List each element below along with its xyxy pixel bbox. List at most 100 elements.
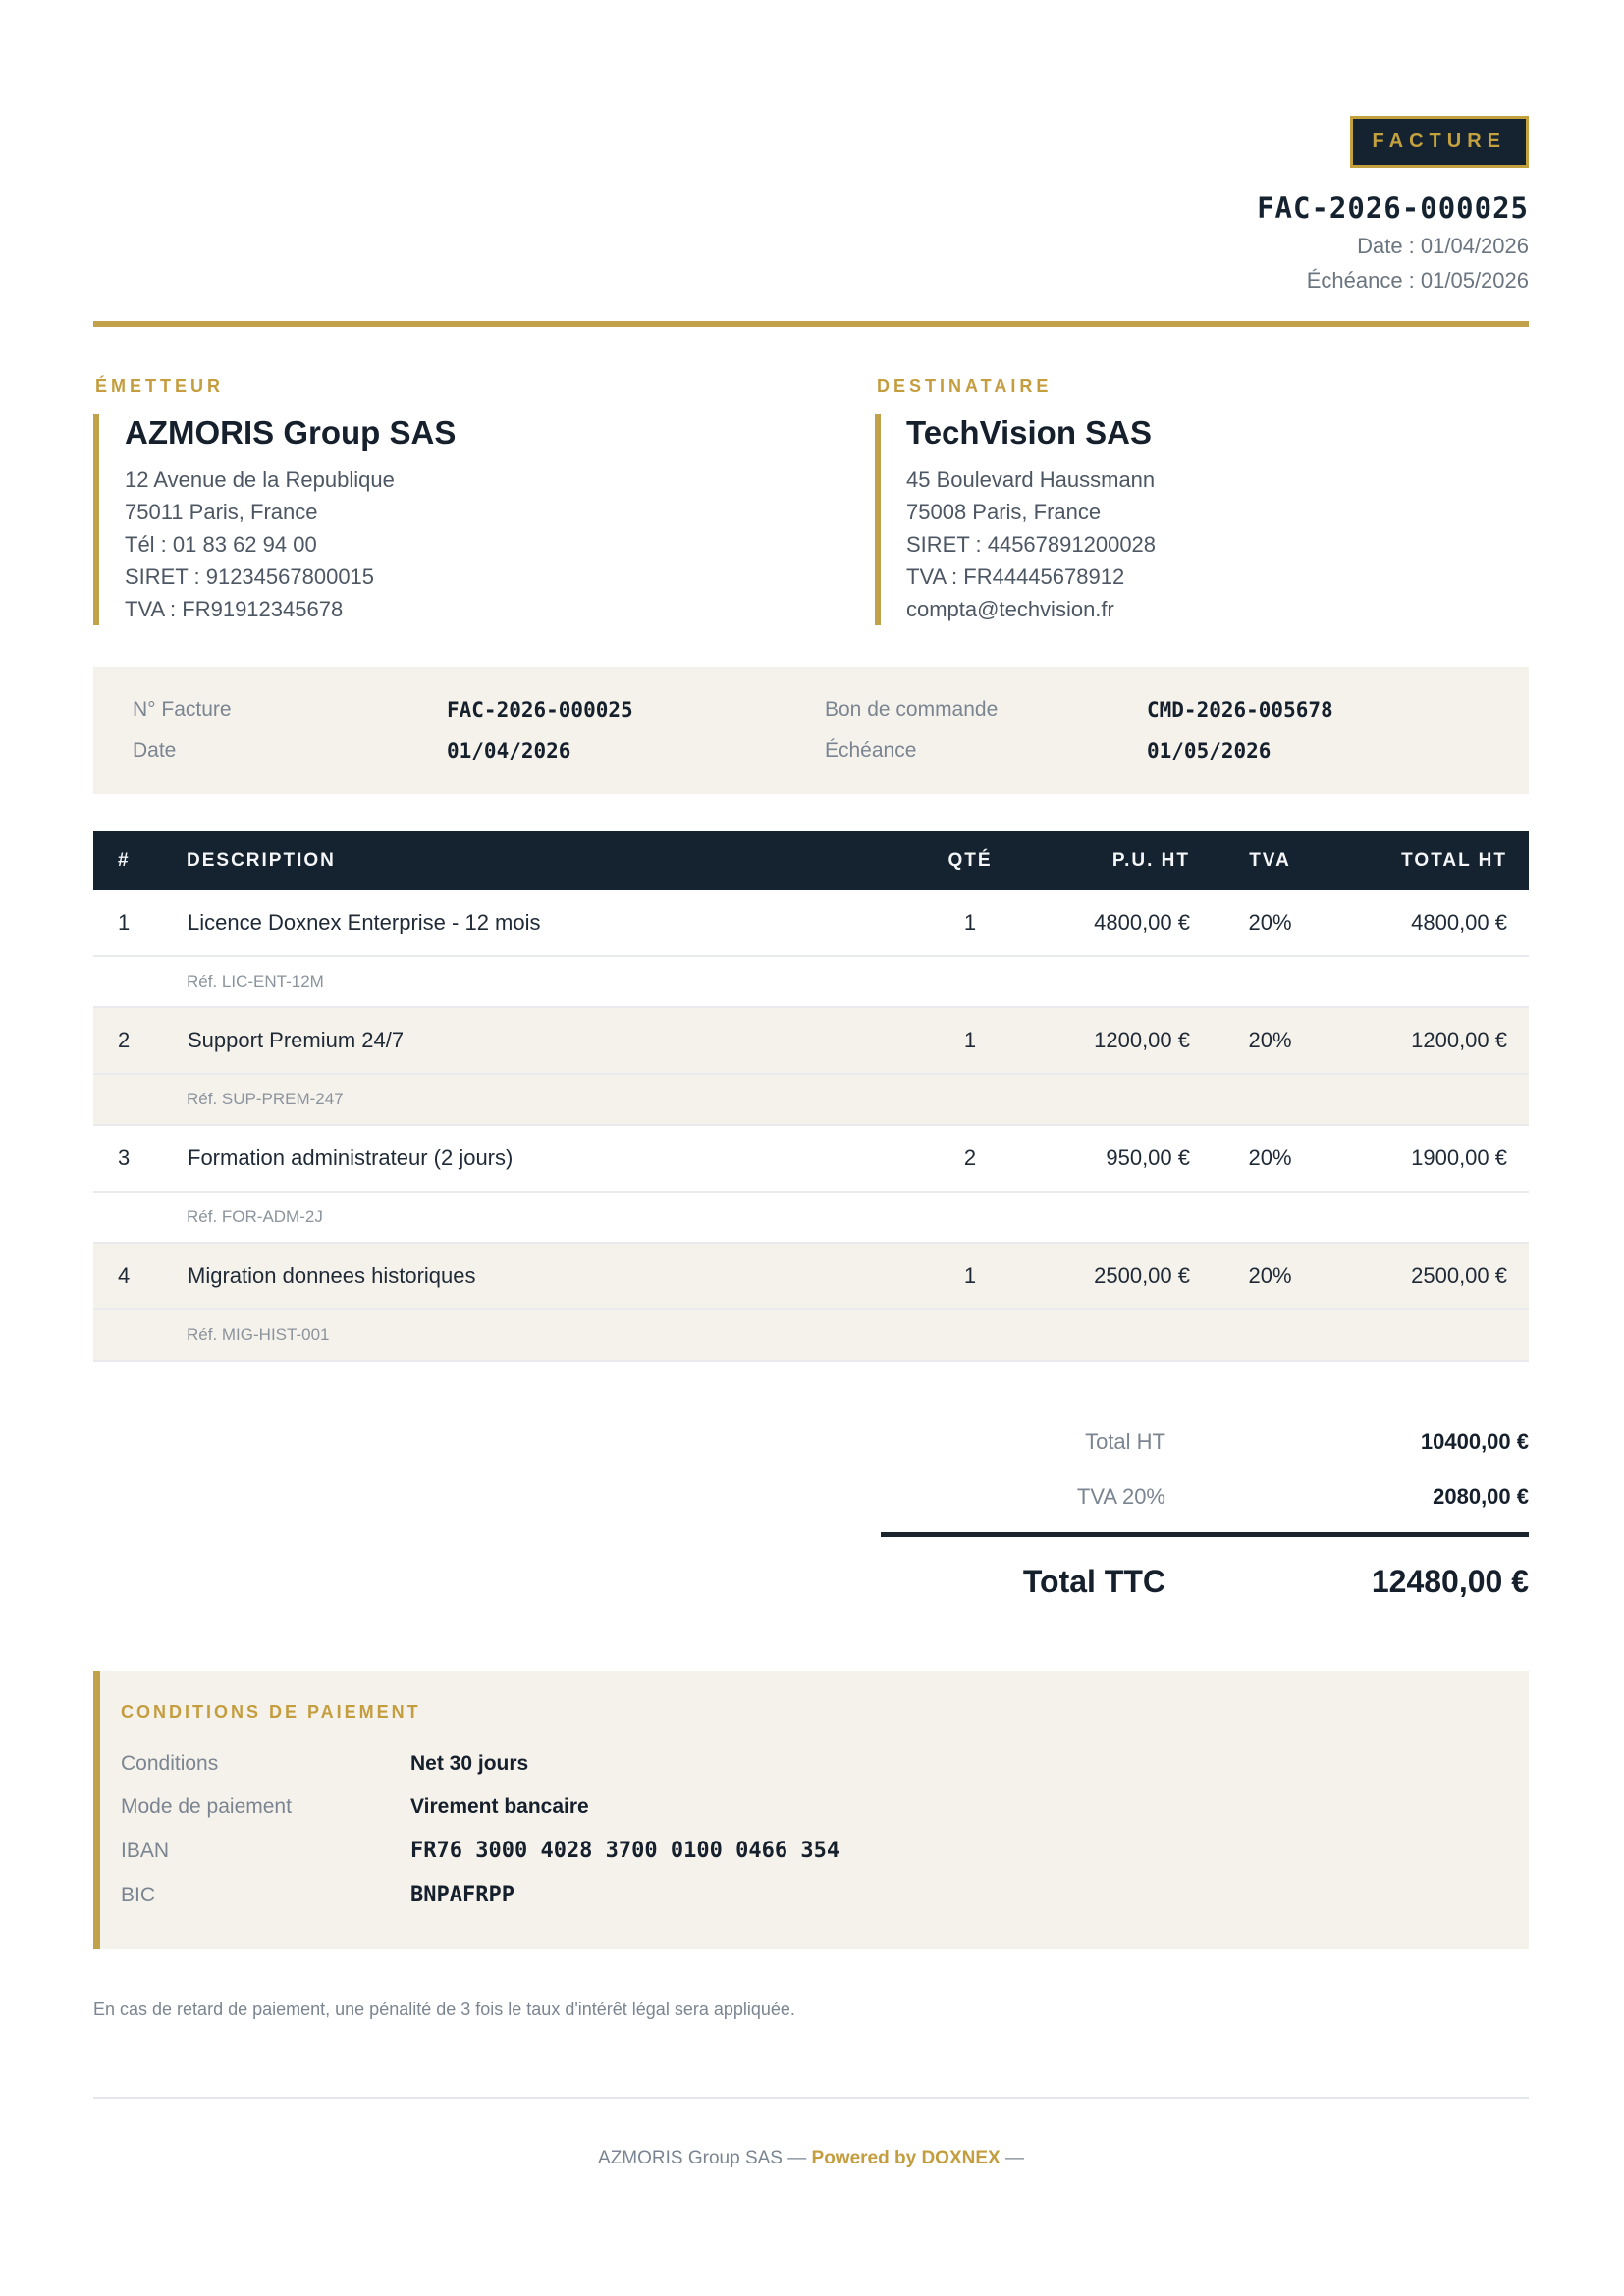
payment-row-label: Mode de paiement bbox=[121, 1795, 292, 1818]
total-ttc-row: Total TTC 12480,00 € bbox=[881, 1545, 1529, 1618]
address-line: 75011 Paris, France bbox=[125, 500, 318, 524]
document-header: FACTURE FAC-2026-000025 Date : 01/04/202… bbox=[93, 116, 1529, 294]
recipient-name: TechVision SAS bbox=[906, 414, 1153, 451]
invoice-number: FAC-2026-000025 bbox=[1257, 191, 1529, 225]
meta-invoice-label: N° Facture bbox=[133, 698, 232, 721]
header-unit-price: P.U. HT bbox=[1024, 831, 1198, 890]
item-description: Licence Doxnex Enterprise - 12 mois bbox=[188, 910, 541, 934]
footer-company: AZMORIS Group SAS bbox=[598, 2148, 783, 2168]
address-line: SIRET : 44567891200028 bbox=[906, 532, 1157, 557]
address-line: 75008 Paris, France bbox=[906, 500, 1102, 524]
table-row: 4 Migration donnees historiques 1 2500,0… bbox=[93, 1242, 1529, 1309]
item-unit-price: 950,00 € bbox=[1024, 1124, 1198, 1192]
item-tva: 20% bbox=[1198, 1124, 1342, 1192]
table-row: 1 Licence Doxnex Enterprise - 12 mois 1 … bbox=[93, 890, 1529, 956]
totals-divider bbox=[881, 1532, 1529, 1537]
invoice-meta-bar: N° Facture FAC-2026-000025 Bon de comman… bbox=[93, 667, 1529, 794]
facture-badge: FACTURE bbox=[1349, 116, 1529, 168]
late-payment-note: En cas de retard de paiement, une pénali… bbox=[93, 2000, 795, 2019]
address-line: SIRET : 91234567800015 bbox=[125, 564, 375, 589]
item-unit-price: 4800,00 € bbox=[1094, 910, 1190, 934]
item-description: Formation administrateur (2 jours) bbox=[187, 1124, 916, 1192]
item-reference: Réf. FOR-ADM-2J bbox=[93, 1191, 1529, 1243]
item-reference: Réf. LIC-ENT-12M bbox=[93, 955, 1529, 1007]
item-qty: 2 bbox=[916, 1124, 1024, 1192]
table-row: 3 Formation administrateur (2 jours) 2 9… bbox=[93, 1124, 1529, 1192]
item-qty: 1 bbox=[963, 910, 977, 934]
item-qty: 1 bbox=[916, 1006, 1024, 1074]
invoice-page: FACTURE FAC-2026-000025 Date : 01/04/202… bbox=[93, 116, 1529, 2169]
item-number: 2 bbox=[93, 1006, 187, 1074]
item-description: Migration donnees historiques bbox=[187, 1242, 916, 1309]
item-tva: 20% bbox=[1198, 1006, 1342, 1074]
header-description: DESCRIPTION bbox=[187, 831, 916, 890]
address-line: TVA : FR44445678912 bbox=[906, 564, 1125, 589]
item-number: 1 bbox=[118, 910, 131, 934]
invoice-due-date: Échéance : 01/05/2026 bbox=[1306, 268, 1529, 293]
item-number: 4 bbox=[93, 1242, 187, 1309]
item-total: 1900,00 € bbox=[1342, 1124, 1529, 1192]
item-qty: 1 bbox=[916, 1242, 1024, 1309]
total-tva-value: 2080,00 € bbox=[1433, 1484, 1529, 1509]
sender-name: AZMORIS Group SAS bbox=[125, 414, 457, 451]
sender-label: ÉMETTEUR bbox=[95, 376, 224, 396]
payment-conditions-rows: Conditions Net 30 jours Mode de paiement… bbox=[121, 1752, 1489, 1907]
table-row: 2 Support Premium 24/7 1 1200,00 € 20% 1… bbox=[93, 1006, 1529, 1074]
item-total: 1200,00 € bbox=[1342, 1006, 1529, 1074]
address-line: compta@techvision.fr bbox=[906, 597, 1114, 621]
gold-divider bbox=[93, 321, 1529, 327]
line-items-table: # DESCRIPTION QTÉ P.U. HT TVA TOTAL HT 1… bbox=[93, 831, 1529, 1362]
meta-order-label: Bon de commande bbox=[825, 698, 999, 721]
payment-row-value: FR76 3000 4028 3700 0100 0466 354 bbox=[410, 1839, 840, 1863]
totals-section: Total HT 10400,00 € TVA 20% 2080,00 € To… bbox=[881, 1415, 1529, 1618]
total-tva-label: TVA 20% bbox=[1076, 1484, 1165, 1509]
payment-row-label: Conditions bbox=[121, 1752, 219, 1775]
recipient-card: TechVision SAS 45 Boulevard Haussmann 75… bbox=[875, 414, 1529, 625]
item-total: 2500,00 € bbox=[1342, 1242, 1529, 1309]
total-ht-value: 10400,00 € bbox=[1420, 1429, 1529, 1454]
parties-section: ÉMETTEUR AZMORIS Group SAS 12 Avenue de … bbox=[93, 376, 1529, 625]
meta-date-label: Date bbox=[133, 739, 177, 762]
recipient-details: 45 Boulevard Haussmann 75008 Paris, Fran… bbox=[906, 463, 1529, 625]
sender-card: AZMORIS Group SAS 12 Avenue de la Republ… bbox=[93, 414, 747, 625]
header-tva: TVA bbox=[1198, 831, 1342, 890]
item-description: Support Premium 24/7 bbox=[187, 1006, 916, 1074]
footer: AZMORIS Group SAS — Powered by DOXNEX — bbox=[93, 2099, 1529, 2169]
item-tva: 20% bbox=[1248, 910, 1292, 934]
table-ref-row: Réf. FOR-ADM-2J bbox=[93, 1191, 1529, 1243]
sender-details: 12 Avenue de la Republique 75011 Paris, … bbox=[125, 463, 747, 625]
footer-dash: — bbox=[787, 2148, 807, 2168]
recipient-block: DESTINATAIRE TechVision SAS 45 Boulevard… bbox=[875, 376, 1529, 625]
header-total: TOTAL HT bbox=[1342, 831, 1529, 890]
table-ref-row: Réf. LIC-ENT-12M bbox=[93, 955, 1529, 1007]
total-ttc-value: 12480,00 € bbox=[1371, 1563, 1529, 1599]
footer-divider bbox=[93, 2097, 1529, 2099]
item-tva: 20% bbox=[1198, 1242, 1342, 1309]
meta-due-label: Échéance bbox=[825, 739, 917, 762]
item-number: 3 bbox=[93, 1124, 187, 1192]
meta-invoice-value: FAC-2026-000025 bbox=[447, 698, 633, 721]
meta-order-value: CMD-2026-005678 bbox=[1147, 698, 1333, 721]
meta-due-value: 01/05/2026 bbox=[1147, 739, 1272, 763]
payment-row-label: BIC bbox=[121, 1883, 156, 1906]
address-line: 45 Boulevard Haussmann bbox=[906, 467, 1156, 492]
recipient-label: DESTINATAIRE bbox=[877, 376, 1053, 396]
meta-date-value: 01/04/2026 bbox=[447, 739, 571, 763]
address-line: TVA : FR91912345678 bbox=[125, 597, 344, 621]
invoice-date: Date : 01/04/2026 bbox=[1357, 234, 1529, 258]
total-tva-row: TVA 20% 2080,00 € bbox=[881, 1469, 1529, 1524]
table-ref-row: Réf. SUP-PREM-247 bbox=[93, 1073, 1529, 1125]
table-ref-row: Réf. MIG-HIST-001 bbox=[93, 1308, 1529, 1361]
payment-conditions-title: CONDITIONS DE PAIEMENT bbox=[121, 1702, 421, 1722]
item-unit-price: 1200,00 € bbox=[1024, 1006, 1198, 1074]
header-num: # bbox=[93, 831, 187, 890]
footer-powered-by: Powered by DOXNEX bbox=[811, 2148, 1001, 2168]
payment-row-value: BNPAFRPP bbox=[410, 1883, 514, 1907]
address-line: Tél : 01 83 62 94 00 bbox=[125, 532, 317, 557]
header-qty: QTÉ bbox=[916, 831, 1024, 890]
footer-dash: — bbox=[1004, 2148, 1024, 2168]
table-header: # DESCRIPTION QTÉ P.U. HT TVA TOTAL HT bbox=[93, 831, 1529, 890]
payment-row-value: Virement bancaire bbox=[410, 1795, 589, 1818]
item-reference: Réf. SUP-PREM-247 bbox=[93, 1073, 1529, 1125]
total-ht-row: Total HT 10400,00 € bbox=[881, 1415, 1529, 1469]
